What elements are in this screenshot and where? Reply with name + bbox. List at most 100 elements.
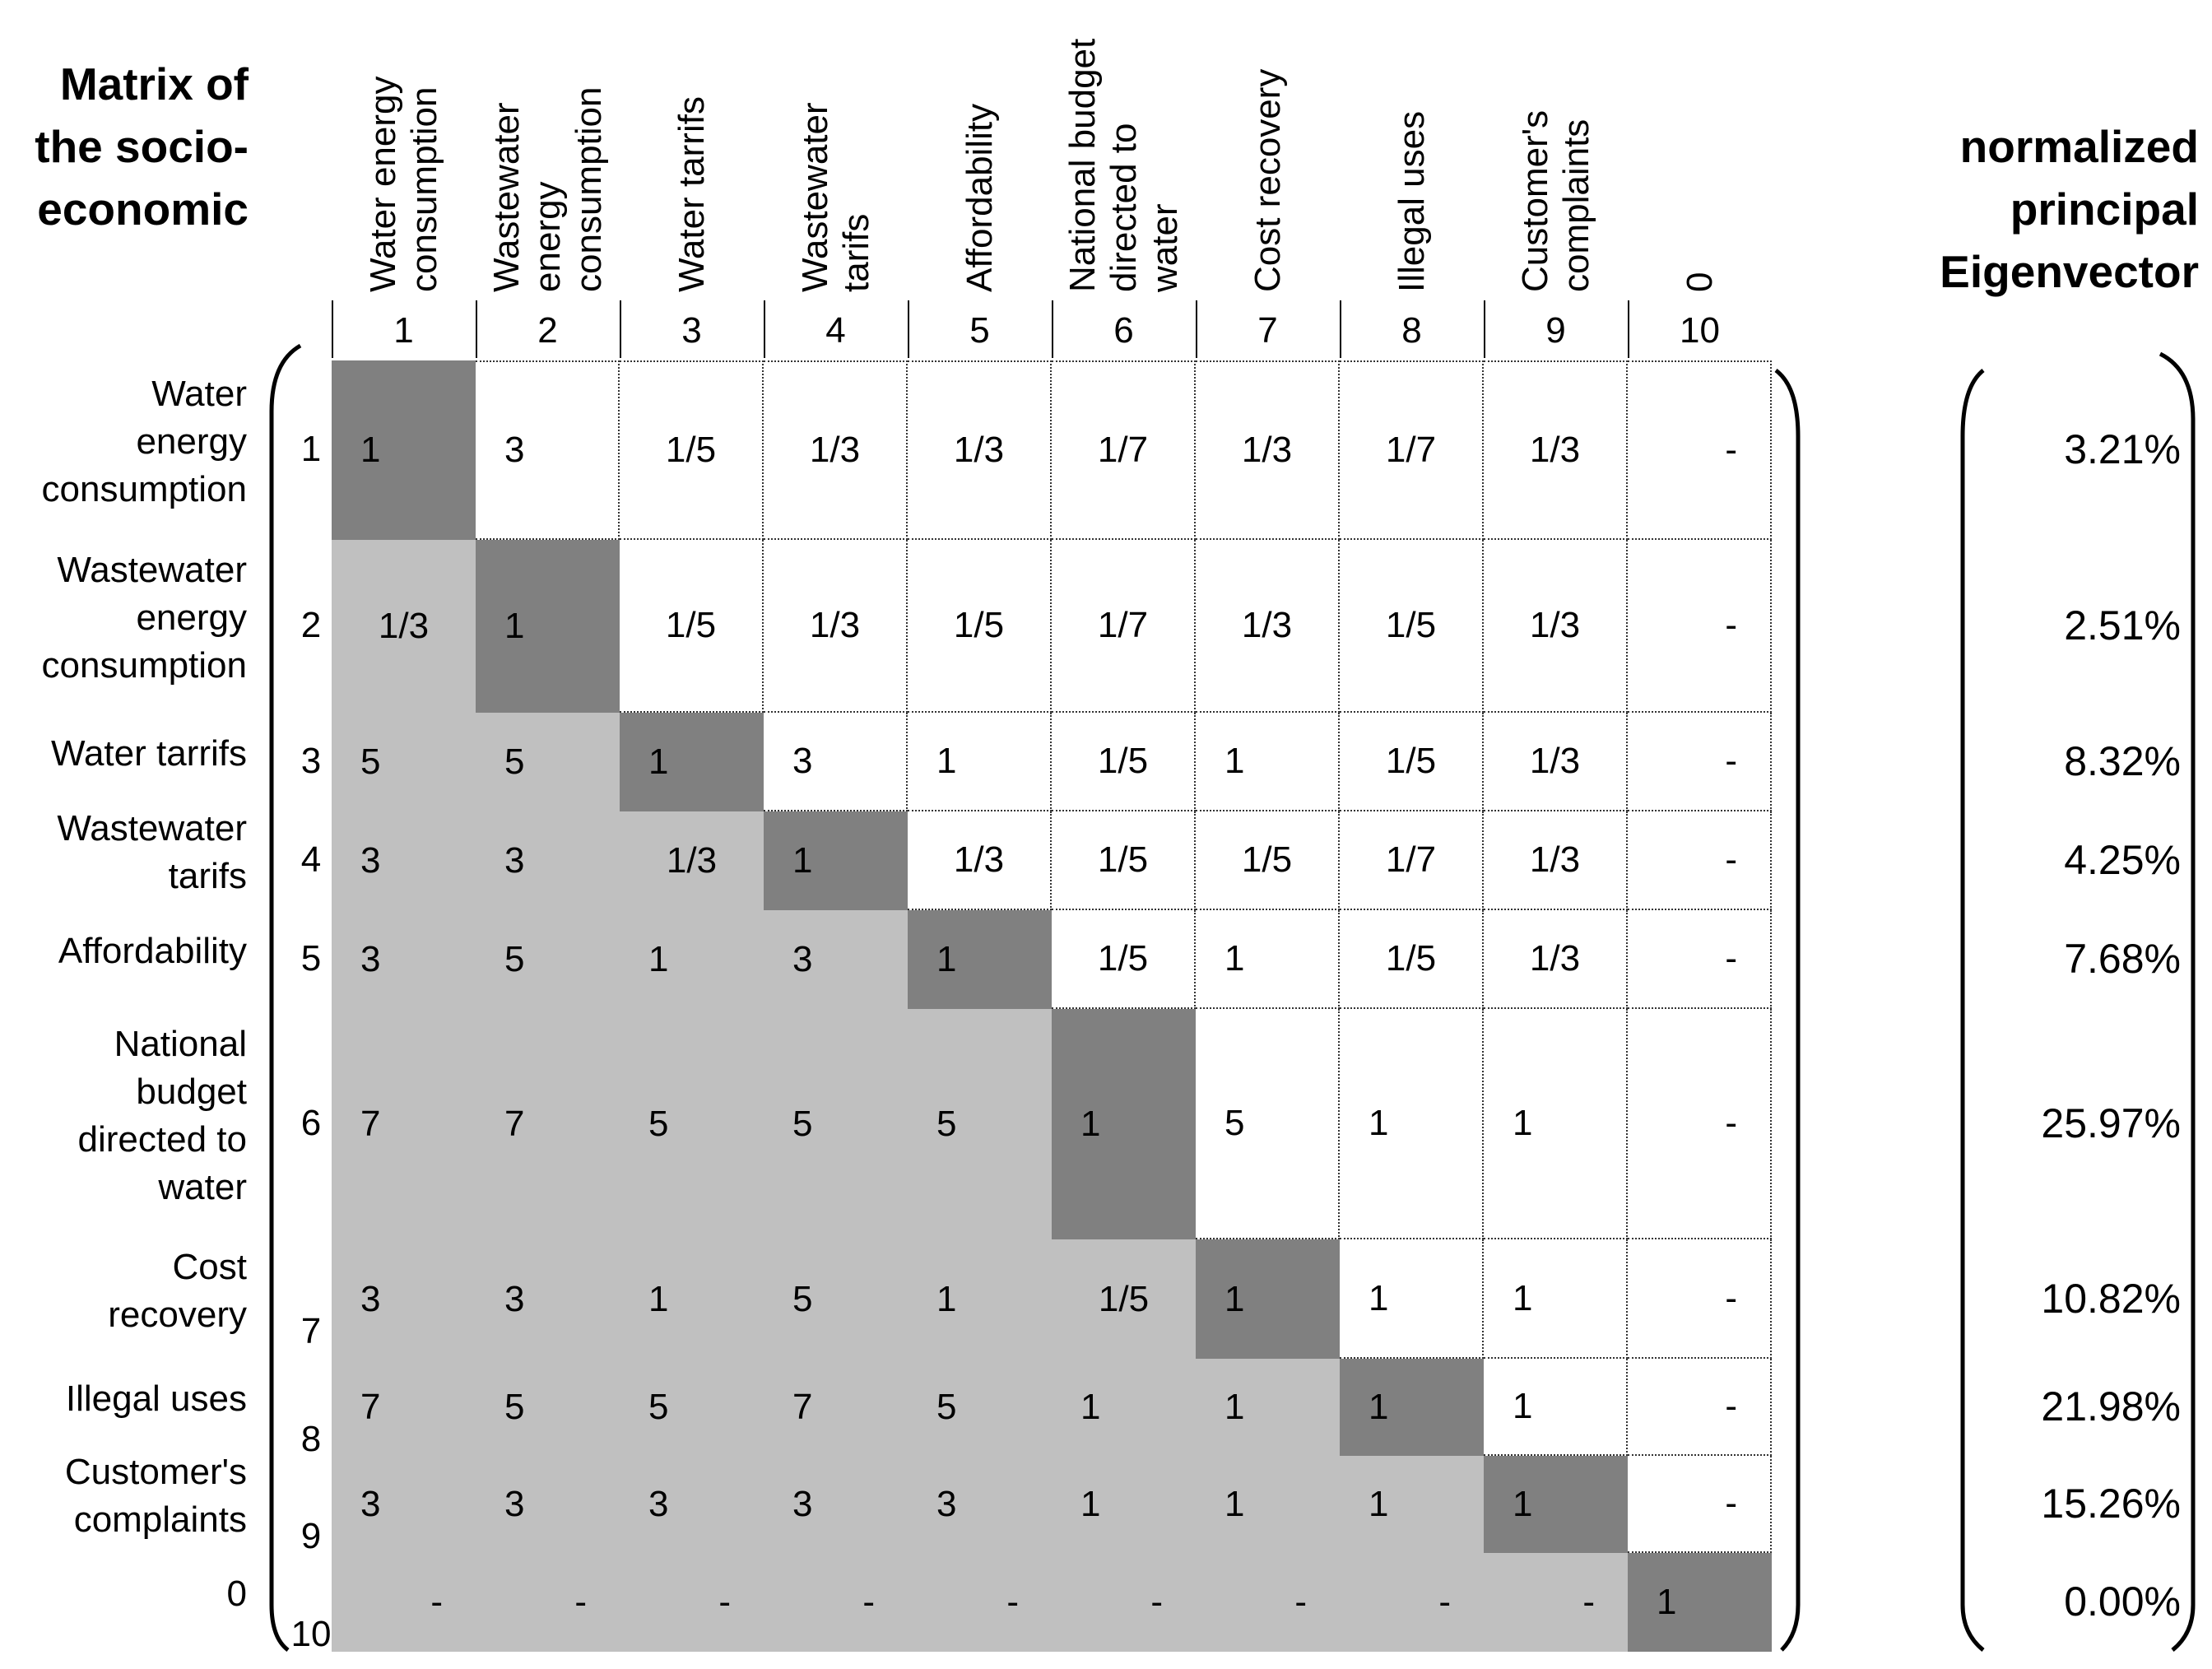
matrix-cell: 1	[908, 910, 1052, 1009]
matrix-cell: 3	[764, 713, 908, 811]
row-label-7: Cost recovery	[0, 1244, 247, 1339]
cell-value: 1/7	[1385, 839, 1437, 880]
cell-value: -	[1725, 938, 1737, 979]
text-line: Customer's	[64, 1452, 247, 1492]
cell-value: 3	[504, 430, 525, 470]
matrix-cell: 1	[1340, 1009, 1484, 1239]
column-number: 10	[1680, 310, 1720, 351]
row-number: 8	[300, 1419, 322, 1459]
eigenvector-value: 10.82%	[2041, 1275, 2181, 1322]
cell-value: 5	[936, 1387, 957, 1427]
cell-value: 1	[1513, 1103, 1533, 1143]
cell-value: -	[1725, 1277, 1737, 1318]
matrix-cell: 3	[476, 1456, 620, 1553]
cell-value: 1/7	[1385, 430, 1437, 470]
text-line: National	[114, 1024, 247, 1064]
eigen-right-paren	[2159, 351, 2196, 1652]
cell-value: 1/5	[1097, 741, 1149, 781]
cell-value: -	[574, 1582, 587, 1622]
cell-value: -	[1006, 1582, 1019, 1622]
cell-value: 1/3	[1529, 741, 1581, 781]
cell-value: -	[1725, 1103, 1737, 1143]
cell-value: 1	[1369, 1103, 1389, 1143]
matrix-cell: 5	[764, 1009, 908, 1239]
matrix-cell: -	[1196, 1553, 1340, 1652]
cell-value: 1/7	[1097, 430, 1149, 470]
cell-value: -	[1150, 1582, 1163, 1622]
cell-value: 1	[936, 939, 957, 979]
matrix-cell: 1	[1196, 1359, 1340, 1456]
text-line: consumption	[41, 469, 247, 509]
row-number: 10	[290, 1614, 332, 1654]
cell-value: 1	[360, 430, 381, 470]
cell-value: 1	[1224, 1484, 1245, 1524]
cell-value: 5	[360, 742, 381, 782]
column-number: 7	[1257, 310, 1278, 351]
matrix-cell: 1	[1196, 713, 1340, 811]
cell-value: 3	[504, 840, 525, 881]
cell-value: 1/5	[1097, 839, 1149, 880]
cell-value: 1	[1513, 1484, 1533, 1524]
cell-value: -	[430, 1582, 443, 1622]
cell-value: 3	[360, 1484, 381, 1524]
matrix-cell: 1/3	[1484, 360, 1628, 540]
row-label-6: National budget directed to water	[0, 1020, 247, 1211]
cell-value: 3	[792, 939, 813, 979]
row-number: 7	[300, 1310, 322, 1351]
matrix-cell: -	[1628, 360, 1772, 540]
matrix-cell: -	[1340, 1553, 1484, 1652]
matrix-cell: -	[1628, 811, 1772, 910]
matrix-cell: 1/3	[1484, 713, 1628, 811]
matrix-cell: -	[620, 1553, 764, 1652]
matrix-cell: -	[1484, 1553, 1628, 1652]
column-separator	[1196, 300, 1197, 358]
text-line: Water tarrifs	[51, 733, 247, 774]
matrix-cell: 1	[620, 713, 764, 811]
cell-value: -	[1582, 1582, 1595, 1622]
matrix-cell: 1/3	[764, 540, 908, 713]
matrix-cell: 1/5	[908, 540, 1052, 713]
cell-value: 1	[1080, 1484, 1101, 1524]
matrix-cell: 1/5	[1340, 713, 1484, 811]
matrix-title: Matrix of the socio-economic	[8, 53, 249, 240]
matrix-cell: -	[1628, 540, 1772, 713]
eigen-left-paren	[1960, 369, 1985, 1652]
matrix-cell: -	[1628, 1359, 1772, 1456]
text-line: Matrix of	[59, 58, 249, 109]
text-line: the socio-	[35, 121, 249, 172]
text-line: complaints	[73, 1499, 247, 1540]
cell-value: -	[1725, 741, 1737, 781]
eigenvector-value: 3.21%	[2064, 426, 2181, 472]
column-separator	[332, 300, 333, 358]
matrix-right-paren	[1774, 368, 1801, 1652]
cell-value: 1	[792, 840, 813, 881]
cell-value: 5	[1224, 1103, 1245, 1143]
cell-value: 1	[936, 741, 957, 781]
cell-value: 1/3	[1529, 605, 1581, 645]
cell-value: 3	[792, 741, 813, 781]
cell-value: 1/5	[1385, 741, 1437, 781]
cell-value: 1/5	[1385, 605, 1437, 645]
matrix-cell: 1/3	[1484, 910, 1628, 1009]
matrix-cell: 3	[476, 811, 620, 910]
matrix-cell: 1	[764, 811, 908, 910]
cell-value: 1/3	[809, 430, 861, 470]
cell-value: -	[1438, 1582, 1451, 1622]
cell-value: -	[1725, 1483, 1737, 1523]
eigenvector-value: 25.97%	[2041, 1100, 2181, 1146]
matrix-cell: 7	[332, 1359, 476, 1456]
matrix-cell: 1/5	[1052, 1239, 1196, 1359]
row-label-9: Customer's complaints	[0, 1448, 247, 1544]
matrix-cell: 1	[1484, 1456, 1628, 1553]
cell-value: 1	[1513, 1277, 1533, 1318]
matrix-cell: 1	[1052, 1359, 1196, 1456]
matrix-cell: 1	[1484, 1239, 1628, 1359]
text-line: Wastewater	[57, 550, 247, 590]
row-label-3: Water tarrifs	[0, 730, 247, 778]
cell-value: 1/5	[1097, 938, 1149, 979]
matrix-cell: 1/3	[1196, 540, 1340, 713]
column-separator	[1052, 300, 1053, 358]
matrix-left-paren	[269, 343, 302, 1652]
cell-value: 1/5	[665, 430, 717, 470]
